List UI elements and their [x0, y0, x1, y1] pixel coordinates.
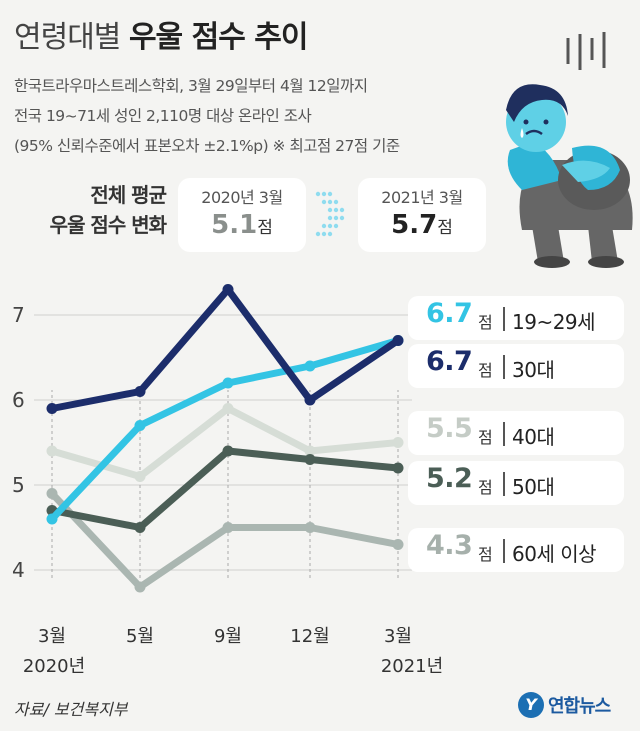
- data-point: [304, 454, 316, 465]
- legend-divider: [503, 422, 505, 446]
- data-point: [304, 394, 316, 406]
- logo-mark-icon: Y: [518, 692, 544, 718]
- subtitle-line-1: 한국트라우마스트레스학회, 3월 29일부터 4월 12일까지: [14, 77, 368, 95]
- x-tick-label: 3월: [38, 626, 66, 647]
- page-title: 연령대별 우울 점수 추이: [14, 12, 308, 56]
- source-text: 자료/ 보건복지부: [14, 700, 128, 719]
- subtitle-line-2: 전국 19~71세 성인 2,110명 대상 온라인 조사: [14, 107, 312, 125]
- data-point: [222, 522, 234, 533]
- legend-item: 6.7 점 19~29세: [408, 296, 624, 340]
- after-unit: 점: [437, 218, 453, 238]
- line-chart: 4 5 6 7 3월 2020년 5월 9월 12월 3월 2021년: [12, 284, 443, 677]
- x-tick-label: 9월: [214, 626, 242, 647]
- comparison-label: 전체 평균 우울 점수 변화: [16, 180, 167, 240]
- data-point: [304, 445, 316, 457]
- legend-value: 4.3: [426, 530, 473, 561]
- legend-unit: 점: [478, 545, 493, 564]
- data-point: [134, 581, 146, 593]
- before-number: 5.1: [211, 210, 258, 240]
- data-point: [222, 445, 234, 457]
- comparison-label-line2: 우울 점수 변화: [49, 213, 167, 237]
- y-tick-label: 5: [12, 473, 25, 497]
- series-line-30대: [48, 286, 402, 412]
- comparison-after-box: 2021년 3월 5.7점: [358, 178, 486, 252]
- after-number: 5.7: [391, 210, 438, 240]
- before-value: 5.1점: [178, 210, 306, 240]
- data-point: [46, 445, 58, 457]
- after-value: 5.7점: [358, 210, 486, 240]
- legend-item: 4.3 점 60세 이상: [408, 528, 624, 572]
- data-point: [222, 403, 234, 414]
- data-point: [392, 437, 404, 448]
- before-unit: 점: [257, 218, 273, 238]
- legend-age: 60세 이상: [512, 542, 597, 566]
- comparison-before-box: 2020년 3월 5.1점: [178, 178, 306, 252]
- legend-value: 5.5: [426, 413, 473, 444]
- sad-person-illustration: [506, 32, 633, 268]
- data-point: [46, 488, 58, 499]
- subtitle-line-3: (95% 신뢰수준에서 표본오차 ±2.1%p) ※ 최고점 27점 기준: [14, 137, 400, 155]
- data-point: [134, 420, 146, 431]
- before-year: 2020년 3월: [201, 188, 283, 207]
- title-bold: 우울 점수 추이: [128, 20, 308, 55]
- x-tick-label: 12월: [290, 626, 329, 647]
- legend-item: 5.5 점 40대: [408, 411, 624, 455]
- after-year: 2021년 3월: [381, 188, 463, 207]
- x-tick-label: 3월: [384, 626, 412, 647]
- comparison-label-line1: 전체 평균: [90, 183, 167, 207]
- legend-divider: [503, 355, 505, 379]
- data-point: [222, 377, 234, 389]
- series-line-19~29세: [48, 337, 402, 523]
- legend-divider: [503, 539, 505, 563]
- gloom-lines-icon: [566, 32, 606, 70]
- x-tick-year-label: 2021년: [381, 656, 443, 677]
- y-tick-label: 7: [12, 303, 25, 327]
- data-point: [134, 386, 146, 397]
- legend-unit: 점: [478, 313, 493, 332]
- legend-value: 6.7: [426, 298, 473, 329]
- legend-value: 6.7: [426, 346, 473, 377]
- x-tick-year-label: 2020년: [23, 656, 85, 677]
- legend-age: 19~29세: [512, 310, 596, 334]
- title-light: 연령대별: [14, 20, 121, 55]
- legend-unit: 점: [478, 428, 493, 447]
- data-point: [46, 403, 58, 414]
- data-point: [392, 462, 404, 474]
- legend-item: 6.7 점 30대: [408, 344, 624, 388]
- x-tick-label: 5월: [126, 626, 154, 647]
- data-point: [134, 522, 146, 533]
- data-point: [46, 513, 58, 525]
- legend-age: 50대: [512, 475, 555, 499]
- legend-divider: [503, 472, 505, 496]
- legend-item: 5.2 점 50대: [408, 461, 624, 505]
- y-tick-label: 4: [12, 558, 25, 582]
- data-point: [222, 284, 234, 295]
- legend-age: 30대: [512, 358, 555, 382]
- logo-text: 연합뉴스: [548, 696, 611, 717]
- legend-unit: 점: [478, 478, 493, 497]
- legend-divider: [503, 307, 505, 331]
- series-line-60세 이상: [48, 490, 402, 591]
- legend-unit: 점: [478, 361, 493, 380]
- legend-age: 40대: [512, 425, 555, 449]
- data-point: [392, 335, 404, 346]
- yonhap-logo: Y 연합뉴스: [518, 690, 611, 720]
- legend-value: 5.2: [426, 463, 473, 494]
- y-tick-label: 6: [12, 388, 25, 412]
- chevron-right-icon: [315, 191, 345, 237]
- data-point: [134, 471, 146, 482]
- data-point: [304, 522, 316, 533]
- data-point: [392, 539, 404, 550]
- data-point: [304, 360, 316, 372]
